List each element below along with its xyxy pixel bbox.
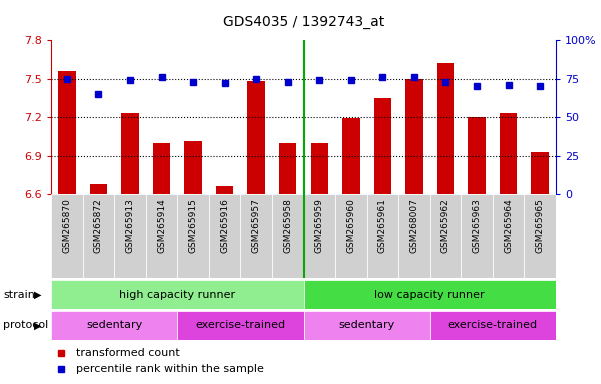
Bar bbox=[342, 118, 359, 194]
Text: sedentary: sedentary bbox=[338, 320, 395, 331]
Bar bbox=[493, 194, 525, 278]
Bar bbox=[272, 194, 304, 278]
Text: GSM265965: GSM265965 bbox=[535, 198, 545, 253]
Text: GSM268007: GSM268007 bbox=[409, 198, 418, 253]
Text: transformed count: transformed count bbox=[76, 348, 180, 358]
Bar bbox=[248, 81, 265, 194]
Text: high capacity runner: high capacity runner bbox=[119, 290, 236, 300]
Bar bbox=[153, 143, 170, 194]
Bar bbox=[462, 194, 493, 278]
Bar bbox=[240, 194, 272, 278]
Text: GSM265959: GSM265959 bbox=[315, 198, 324, 253]
Bar bbox=[216, 186, 233, 194]
Bar bbox=[83, 194, 114, 278]
Text: ▶: ▶ bbox=[34, 290, 41, 300]
Text: GSM265915: GSM265915 bbox=[189, 198, 198, 253]
Bar bbox=[500, 113, 517, 194]
Text: protocol: protocol bbox=[3, 320, 48, 331]
Text: GSM265872: GSM265872 bbox=[94, 198, 103, 253]
Bar bbox=[311, 143, 328, 194]
Bar bbox=[525, 194, 556, 278]
Text: GSM265916: GSM265916 bbox=[220, 198, 229, 253]
Bar bbox=[430, 194, 462, 278]
Text: GSM265963: GSM265963 bbox=[472, 198, 481, 253]
Text: GSM265913: GSM265913 bbox=[126, 198, 135, 253]
Text: GDS4035 / 1392743_at: GDS4035 / 1392743_at bbox=[223, 15, 384, 29]
Text: exercise-trained: exercise-trained bbox=[195, 320, 285, 331]
Bar bbox=[531, 152, 549, 194]
Bar bbox=[209, 194, 240, 278]
Bar bbox=[468, 117, 486, 194]
Text: percentile rank within the sample: percentile rank within the sample bbox=[76, 364, 264, 374]
Bar bbox=[304, 194, 335, 278]
Text: GSM265958: GSM265958 bbox=[283, 198, 292, 253]
Text: GSM265914: GSM265914 bbox=[157, 198, 166, 253]
Text: sedentary: sedentary bbox=[86, 320, 142, 331]
Bar bbox=[430, 311, 556, 340]
Bar bbox=[437, 63, 454, 194]
Bar bbox=[58, 71, 76, 194]
Bar bbox=[185, 141, 202, 194]
Bar bbox=[304, 280, 556, 309]
Bar bbox=[304, 311, 430, 340]
Bar bbox=[51, 311, 177, 340]
Bar bbox=[51, 280, 304, 309]
Bar bbox=[405, 79, 423, 194]
Bar bbox=[90, 184, 107, 194]
Bar bbox=[51, 194, 83, 278]
Bar bbox=[279, 143, 296, 194]
Text: GSM265960: GSM265960 bbox=[346, 198, 355, 253]
Bar bbox=[114, 194, 146, 278]
Bar bbox=[374, 98, 391, 194]
Bar bbox=[367, 194, 398, 278]
Text: GSM265961: GSM265961 bbox=[378, 198, 387, 253]
Bar bbox=[121, 113, 139, 194]
Bar bbox=[335, 194, 367, 278]
Text: GSM265962: GSM265962 bbox=[441, 198, 450, 253]
Text: ▶: ▶ bbox=[34, 320, 41, 331]
Text: GSM265957: GSM265957 bbox=[252, 198, 261, 253]
Bar bbox=[146, 194, 177, 278]
Text: strain: strain bbox=[3, 290, 35, 300]
Bar bbox=[177, 194, 209, 278]
Bar bbox=[398, 194, 430, 278]
Text: low capacity runner: low capacity runner bbox=[374, 290, 485, 300]
Text: GSM265870: GSM265870 bbox=[63, 198, 72, 253]
Text: GSM265964: GSM265964 bbox=[504, 198, 513, 253]
Bar bbox=[177, 311, 304, 340]
Text: exercise-trained: exercise-trained bbox=[448, 320, 538, 331]
